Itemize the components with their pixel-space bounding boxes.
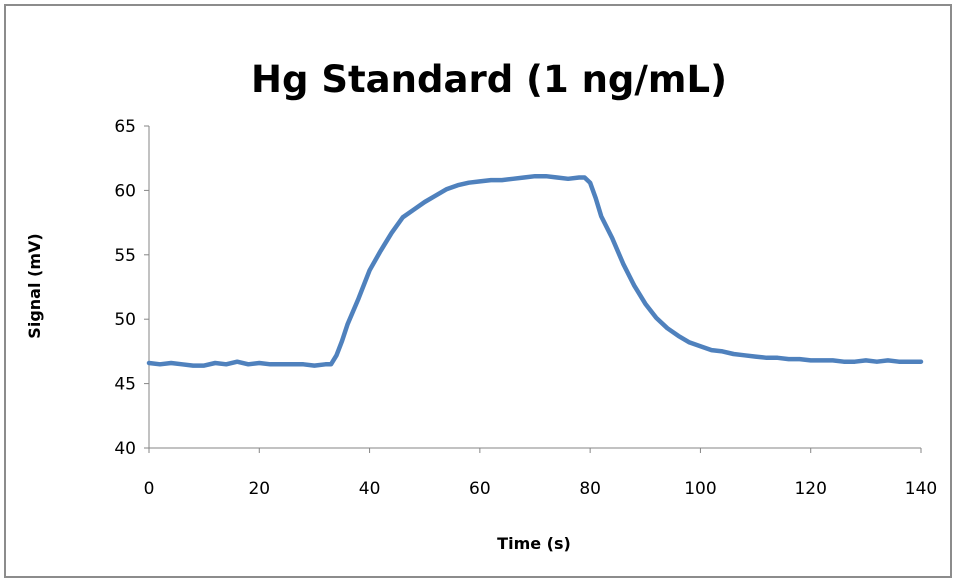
x-tick-label: 60 <box>469 479 491 499</box>
y-tick-label: 65 <box>114 117 136 137</box>
y-tick-label: 60 <box>114 181 136 201</box>
x-tick-label: 80 <box>579 479 601 499</box>
x-tick-label: 20 <box>248 479 270 499</box>
y-axis-title: Signal (mV) <box>25 233 44 338</box>
x-axis-title: Time (s) <box>497 534 571 553</box>
series-layer <box>149 176 921 365</box>
y-tick-label: 55 <box>114 246 136 266</box>
chart-title: Hg Standard (1 ng/mL) <box>251 58 727 101</box>
x-tick-label: 40 <box>359 479 381 499</box>
x-axis-ticks: 0 20 40 60 80 100 120 140 <box>144 448 938 499</box>
y-axis-ticks: 40 45 50 55 60 65 <box>114 117 149 459</box>
x-tick-label: 100 <box>684 479 716 499</box>
y-tick-label: 50 <box>114 310 136 330</box>
y-tick-label: 45 <box>114 375 136 395</box>
x-tick-label: 140 <box>905 479 937 499</box>
x-tick-label: 0 <box>144 479 155 499</box>
y-tick-label: 40 <box>114 439 136 459</box>
x-tick-label: 120 <box>794 479 826 499</box>
series-line-1 <box>149 176 921 365</box>
